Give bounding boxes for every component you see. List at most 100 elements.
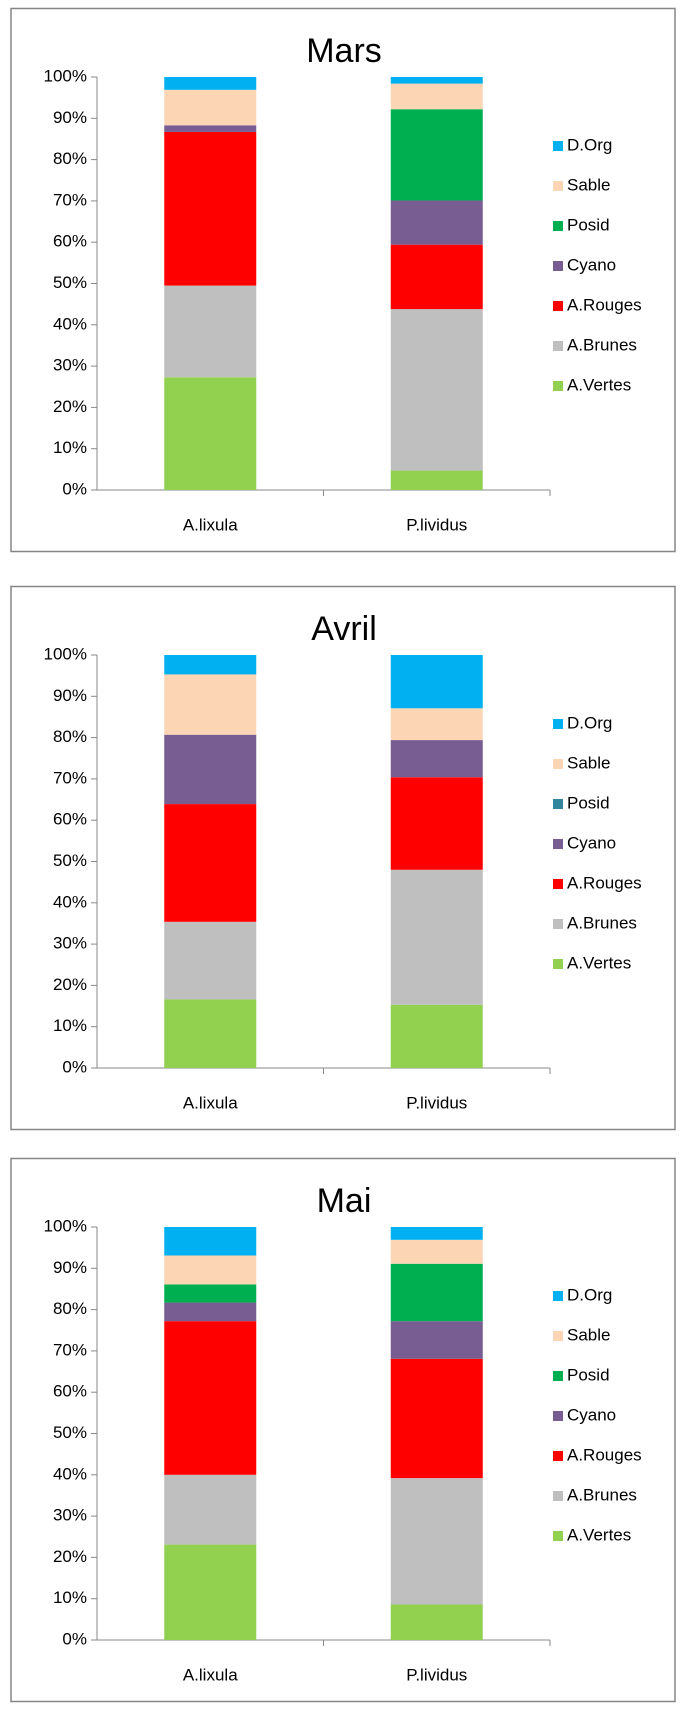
legend-label: A.Brunes [567, 1485, 637, 1504]
legend-swatch [553, 919, 563, 929]
y-tick-label: 70% [53, 768, 87, 787]
y-tick-label: 90% [53, 108, 87, 127]
legend-label: A.Rouges [567, 873, 642, 892]
y-tick-label: 60% [53, 1382, 87, 1401]
legend-swatch [553, 1491, 563, 1501]
legend-label: Cyano [567, 255, 616, 274]
legend-swatch [553, 1371, 563, 1381]
bar-segment [164, 89, 257, 126]
bar-segment [390, 708, 483, 741]
bar-segment [390, 109, 483, 201]
y-tick-label: 70% [53, 1340, 87, 1359]
bar-segment [390, 1239, 483, 1264]
bar-segment [390, 309, 483, 471]
y-tick-label: 80% [53, 149, 87, 168]
chart-frame [10, 585, 676, 1131]
bar-segment [390, 1227, 483, 1240]
y-tick-label: 40% [53, 892, 87, 911]
bar-segment [164, 131, 257, 286]
legend-label: D.Org [567, 1285, 612, 1304]
bar-segment [390, 1263, 483, 1322]
chart: Mai 0% 10% 20% 30% 40% 50% 60% 70% 80% 90% 100% A.li… [10, 1157, 676, 1703]
bar-segment [164, 77, 257, 90]
y-tick-label: 100% [44, 644, 87, 663]
x-tick-label: A.lixula [183, 1093, 238, 1112]
legend-swatch [553, 261, 563, 271]
legend-label: Sable [567, 753, 610, 772]
legend-swatch [553, 301, 563, 311]
x-tick-label: A.lixula [183, 1665, 238, 1684]
legend-label: A.Vertes [567, 1525, 631, 1544]
legend-label: A.Vertes [567, 375, 631, 394]
y-tick-label: 80% [53, 1299, 87, 1318]
bar-segment [390, 83, 483, 110]
bar-segment [164, 999, 257, 1068]
y-tick-label: 70% [53, 190, 87, 209]
legend-label: D.Org [567, 135, 612, 154]
bar-segment [164, 674, 257, 735]
bar-segment [390, 869, 483, 1005]
y-tick-label: 60% [53, 232, 87, 251]
legend-label: D.Org [567, 713, 612, 732]
bar-segment [164, 734, 257, 805]
bar-segment [390, 777, 483, 870]
legend-label: Posid [567, 1365, 610, 1384]
y-tick-label: 20% [53, 397, 87, 416]
x-tick-label: P.lividus [406, 515, 467, 534]
legend-swatch [553, 341, 563, 351]
y-tick-label: 30% [53, 934, 87, 953]
legend-label: Cyano [567, 1405, 616, 1424]
legend-label: Sable [567, 175, 610, 194]
chart-frame [10, 7, 676, 553]
legend-swatch [553, 1451, 563, 1461]
chart-frame [10, 1157, 676, 1703]
legend-swatch [553, 959, 563, 969]
bar-segment [164, 921, 257, 1000]
y-tick-label: 50% [53, 273, 87, 292]
legend-label: Sable [567, 1325, 610, 1344]
legend-swatch [553, 381, 563, 391]
y-tick-label: 0% [62, 1629, 87, 1648]
bar-segment [390, 1321, 483, 1359]
legend-swatch [553, 759, 563, 769]
y-tick-label: 50% [53, 1423, 87, 1442]
legend-swatch [553, 141, 563, 151]
legend-label: Cyano [567, 833, 616, 852]
x-tick-label: P.lividus [406, 1093, 467, 1112]
legend-swatch [553, 799, 563, 809]
chart: Avril 0% 10% 20% 30% 40% 50% 60% 70% 80% 90% 100% A.… [10, 585, 676, 1131]
bar-segment [164, 285, 257, 378]
bar-segment [164, 804, 257, 922]
bar-segment [164, 1255, 257, 1285]
bar-segment [164, 1302, 257, 1322]
x-tick-label: P.lividus [406, 1665, 467, 1684]
chart: Mars 0% 10% 20% 30% 40% 50% 60% 70% 80% 90% 100% A.l… [10, 7, 676, 553]
bar-segment [164, 1544, 257, 1640]
y-tick-label: 80% [53, 727, 87, 746]
y-tick-label: 0% [62, 479, 87, 498]
legend-swatch [553, 221, 563, 231]
x-tick-label: A.lixula [183, 515, 238, 534]
bar-segment [390, 244, 483, 310]
chart-title: Mai [317, 1182, 372, 1220]
legend-swatch [553, 1531, 563, 1541]
chart-title: Mars [306, 32, 382, 70]
y-tick-label: 100% [44, 66, 87, 85]
y-tick-label: 20% [53, 1547, 87, 1566]
legend-swatch [553, 181, 563, 191]
y-tick-label: 30% [53, 356, 87, 375]
legend-swatch [553, 719, 563, 729]
y-tick-label: 50% [53, 851, 87, 870]
bar-segment [390, 1358, 483, 1479]
y-tick-label: 60% [53, 810, 87, 829]
bar-segment [390, 655, 483, 709]
bar-segment [164, 377, 257, 490]
y-tick-label: 10% [53, 1016, 87, 1035]
bar-segment [390, 740, 483, 778]
y-tick-label: 90% [53, 686, 87, 705]
y-tick-label: 20% [53, 975, 87, 994]
legend-label: A.Vertes [567, 953, 631, 972]
legend-label: A.Brunes [567, 913, 637, 932]
legend-swatch [553, 839, 563, 849]
